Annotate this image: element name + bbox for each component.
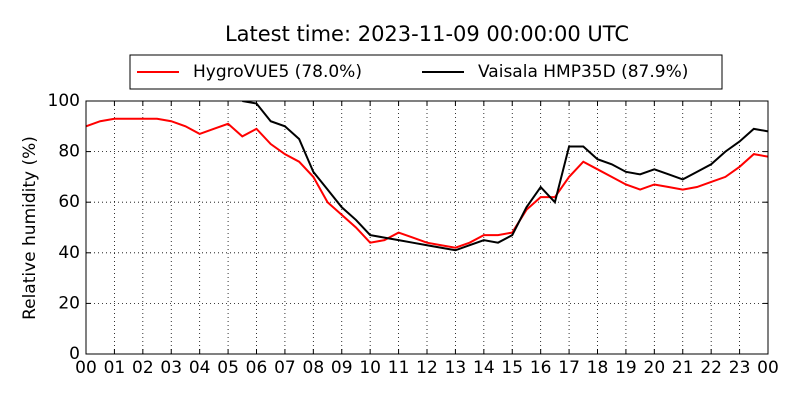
data-line (86, 117, 768, 249)
x-tick-label: 09 (331, 358, 353, 378)
x-tick-label: 10 (359, 358, 381, 378)
legend-label: HygroVUE5 (78.0%) (193, 62, 362, 82)
data-line (242, 101, 768, 252)
legend-label: Vaisala HMP35D (87.9%) (478, 62, 688, 82)
x-tick-label: 14 (473, 358, 495, 378)
x-tick-label: 08 (303, 358, 325, 378)
x-tick-label: 05 (217, 358, 239, 378)
x-tick-label: 11 (388, 358, 410, 378)
x-tick-label: 07 (274, 358, 296, 378)
x-tick-label: 16 (530, 358, 552, 378)
y-axis-label: Relative humidity (%) (20, 136, 40, 320)
x-tick-label: 12 (416, 358, 438, 378)
x-tick-label: 01 (104, 358, 126, 378)
x-tick-label: 13 (445, 358, 467, 378)
y-tick-label: 80 (58, 142, 80, 162)
y-tick-label: 0 (69, 344, 80, 364)
x-tick-label: 06 (246, 358, 268, 378)
y-tick-label: 20 (58, 293, 80, 313)
x-tick-label: 19 (615, 358, 637, 378)
y-tick-label: 40 (58, 243, 80, 263)
x-tick-label: 22 (700, 358, 722, 378)
x-tick-label: 20 (644, 358, 666, 378)
y-tick-label: 60 (58, 192, 80, 212)
x-tick-label: 23 (729, 358, 751, 378)
x-tick-label: 21 (672, 358, 694, 378)
x-tick-label: 03 (160, 358, 182, 378)
x-tick-label: 18 (587, 358, 609, 378)
x-tick-label: 02 (132, 358, 154, 378)
x-tick-label: 00 (757, 358, 779, 378)
chart-title: Latest time: 2023-11-09 00:00:00 UTC (225, 22, 629, 46)
y-tick-label: 100 (48, 91, 80, 111)
x-tick-label: 04 (189, 358, 211, 378)
x-tick-label: 17 (558, 358, 580, 378)
plot-frame (85, 100, 769, 355)
x-tick-label: 15 (501, 358, 523, 378)
x-tick-label: 00 (75, 358, 97, 378)
